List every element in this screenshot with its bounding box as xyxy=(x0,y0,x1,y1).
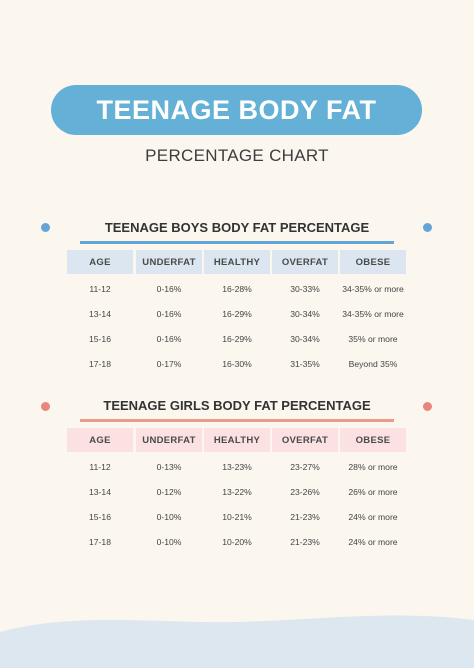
girls-row-1-age: 11-12 xyxy=(89,462,111,472)
boys-row-4-obese: Beyond 35% xyxy=(348,359,398,369)
boys-row-4-age: 17-18 xyxy=(89,359,111,369)
boys-header-age: AGE xyxy=(67,250,133,274)
page-subtitle: PERCENTAGE CHART xyxy=(145,146,329,165)
boys-row-3-underfat: 0-16% xyxy=(156,334,182,344)
girls-body-fat-table: AGE UNDERFAT HEALTHY OVERFAT OBESE 11-12 0-13%… xyxy=(67,428,407,558)
girls-row-1-obese: 28% or more xyxy=(348,462,398,472)
girls-row-2-age: 13-14 xyxy=(89,487,111,497)
boys-row-4-overfat: 31-35% xyxy=(290,359,320,369)
boys-row-2-age: 13-14 xyxy=(89,309,111,319)
girls-row-4-healthy: 10-20% xyxy=(222,537,252,547)
girls-header-healthy: HEALTHY xyxy=(204,428,270,452)
girls-section-title: TEENAGE GIRLS BODY FAT PERCENTAGE xyxy=(103,398,371,413)
boys-row-4-healthy: 16-30% xyxy=(222,359,252,369)
girls-row-1-underfat: 0-13% xyxy=(156,462,182,472)
boys-row-2-underfat: 0-16% xyxy=(156,309,182,319)
girls-row-4-obese: 24% or more xyxy=(348,537,398,547)
girls-section-dot-left xyxy=(41,402,50,411)
boys-row-2-healthy: 16-29% xyxy=(222,309,252,319)
boys-row-4-underfat: 0-17% xyxy=(156,359,182,369)
boys-section-dot-right xyxy=(423,223,432,232)
boys-row-3-overfat: 30-34% xyxy=(290,334,320,344)
boys-row-1-healthy: 16-28% xyxy=(222,284,252,294)
boys-row-3-healthy: 16-29% xyxy=(222,334,252,344)
girls-header-obese: OBESE xyxy=(340,428,406,452)
boys-section-title: TEENAGE BOYS BODY FAT PERCENTAGE xyxy=(104,220,370,235)
boys-row-3-obese: 35% or more xyxy=(348,334,398,344)
boys-row-1-age: 11-12 xyxy=(89,284,111,294)
girls-row-3-underfat: 0-10% xyxy=(156,512,182,522)
girls-header-underfat: UNDERFAT xyxy=(136,428,202,452)
boys-section-dot-left xyxy=(41,223,50,232)
girls-row-2-obese: 26% or more xyxy=(348,487,398,497)
girls-row-3-age: 15-16 xyxy=(89,512,111,522)
girls-row-2-underfat: 0-12% xyxy=(156,487,182,497)
page-title: TEENAGE BODY FAT xyxy=(96,94,377,125)
girls-section-dot-right xyxy=(423,402,432,411)
girls-header-age: AGE xyxy=(67,428,133,452)
boys-row-1-obese: 34-35% or more xyxy=(342,284,404,294)
boys-header-obese: OBESE xyxy=(340,250,406,274)
bottom-wave-decoration xyxy=(0,615,474,668)
boys-title-underline xyxy=(80,241,394,244)
girls-row-3-healthy: 10-21% xyxy=(222,512,252,522)
girls-header-overfat: OVERFAT xyxy=(272,428,338,452)
boys-header-healthy: HEALTHY xyxy=(204,250,270,274)
boys-body-fat-table: AGE UNDERFAT HEALTHY OVERFAT OBESE 11-12 0-16%… xyxy=(67,250,407,380)
girls-row-3-obese: 24% or more xyxy=(348,512,398,522)
boys-row-2-overfat: 30-34% xyxy=(290,309,320,319)
girls-row-2-overfat: 23-26% xyxy=(290,487,320,497)
title-banner: TEENAGE BODY FAT xyxy=(51,85,422,135)
boys-row-1-underfat: 0-16% xyxy=(156,284,182,294)
girls-row-4-age: 17-18 xyxy=(89,537,111,547)
boys-header-underfat: UNDERFAT xyxy=(136,250,202,274)
boys-header-overfat: OVERFAT xyxy=(272,250,338,274)
girls-row-4-overfat: 21-23% xyxy=(290,537,320,547)
girls-row-3-overfat: 21-23% xyxy=(290,512,320,522)
boys-row-1-overfat: 30-33% xyxy=(290,284,320,294)
girls-row-1-overfat: 23-27% xyxy=(290,462,320,472)
girls-row-4-underfat: 0-10% xyxy=(156,537,182,547)
boys-row-3-age: 15-16 xyxy=(89,334,111,344)
girls-title-underline xyxy=(80,419,394,422)
boys-row-2-obese: 34-35% or more xyxy=(342,309,404,319)
girls-row-1-healthy: 13-23% xyxy=(222,462,252,472)
girls-row-2-healthy: 13-22% xyxy=(222,487,252,497)
